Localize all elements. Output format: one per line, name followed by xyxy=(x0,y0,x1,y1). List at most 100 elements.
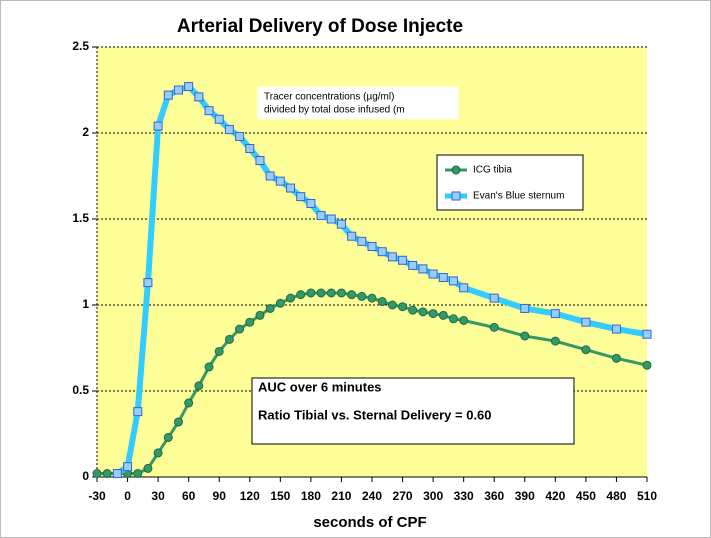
marker xyxy=(184,82,194,92)
marker xyxy=(336,288,346,298)
x-tick-label: 240 xyxy=(362,489,382,503)
marker xyxy=(255,156,265,166)
marker xyxy=(194,381,204,391)
x-tick-label: 150 xyxy=(270,489,290,503)
marker xyxy=(336,219,346,229)
marker xyxy=(316,211,326,221)
marker xyxy=(245,143,255,153)
marker xyxy=(143,278,153,288)
marker xyxy=(581,345,591,355)
y-tick-label: 1.5 xyxy=(72,211,89,225)
marker xyxy=(194,92,204,102)
x-tick-label: 210 xyxy=(331,489,351,503)
marker xyxy=(133,469,143,479)
marker xyxy=(347,290,357,300)
marker xyxy=(428,309,438,319)
legend-marker xyxy=(451,191,461,201)
marker xyxy=(275,298,285,308)
x-tick-label: 270 xyxy=(393,489,413,503)
marker xyxy=(550,336,560,346)
x-tick-label: 480 xyxy=(606,489,626,503)
marker xyxy=(326,214,336,224)
marker xyxy=(326,288,336,298)
marker xyxy=(448,276,458,286)
x-tick-label: 420 xyxy=(545,489,565,503)
marker xyxy=(387,252,397,262)
x-tick-label: 30 xyxy=(151,489,165,503)
marker xyxy=(275,176,285,186)
marker xyxy=(214,114,224,124)
x-tick-label: 510 xyxy=(637,489,657,503)
marker xyxy=(133,407,143,417)
marker xyxy=(347,231,357,241)
marker xyxy=(214,346,224,356)
marker xyxy=(642,360,652,370)
marker xyxy=(398,255,408,265)
marker xyxy=(204,362,214,372)
marker xyxy=(173,417,183,427)
marker xyxy=(204,106,214,116)
x-tick-label: 120 xyxy=(240,489,260,503)
marker xyxy=(112,469,122,479)
marker xyxy=(143,463,153,473)
annotation-text: AUC over 6 minutes xyxy=(258,379,382,394)
marker xyxy=(428,269,438,279)
x-tick-label: 330 xyxy=(454,489,474,503)
marker xyxy=(163,90,173,100)
marker xyxy=(265,303,275,313)
marker xyxy=(408,305,418,315)
marker xyxy=(163,432,173,442)
y-tick-label: 0.5 xyxy=(72,383,89,397)
marker xyxy=(255,310,265,320)
marker xyxy=(153,448,163,458)
marker xyxy=(245,317,255,327)
marker xyxy=(520,303,530,313)
legend xyxy=(436,154,584,211)
x-tick-label: 390 xyxy=(515,489,535,503)
marker xyxy=(306,199,316,209)
marker xyxy=(377,247,387,257)
x-tick-label: 360 xyxy=(484,489,504,503)
x-axis-label: seconds of CPF xyxy=(313,514,426,531)
marker xyxy=(286,293,296,303)
marker xyxy=(459,283,469,293)
annotation-box xyxy=(251,377,575,445)
marker xyxy=(296,290,306,300)
legend-label: ICG tibia xyxy=(473,165,512,176)
annotation-text: Tracer concentrations (µg/ml) xyxy=(264,92,394,103)
marker xyxy=(357,291,367,301)
x-tick-label: 0 xyxy=(124,489,131,503)
marker xyxy=(173,85,183,95)
marker xyxy=(418,307,428,317)
marker xyxy=(102,469,112,479)
marker xyxy=(377,297,387,307)
x-tick-label: 180 xyxy=(301,489,321,503)
marker xyxy=(550,309,560,319)
marker xyxy=(408,260,418,270)
x-tick-label: 450 xyxy=(576,489,596,503)
marker xyxy=(306,288,316,298)
marker xyxy=(459,315,469,325)
annotation-box xyxy=(257,86,459,120)
marker xyxy=(642,329,652,339)
marker xyxy=(224,125,234,135)
marker xyxy=(398,302,408,312)
marker xyxy=(224,334,234,344)
marker xyxy=(235,131,245,141)
annotation-text: divided by total dose infused (m xyxy=(264,105,405,116)
y-tick-label: 1 xyxy=(82,297,89,311)
marker xyxy=(418,264,428,274)
legend-marker xyxy=(451,165,461,175)
y-tick-label: 2 xyxy=(82,125,89,139)
marker xyxy=(235,324,245,334)
marker xyxy=(153,121,163,131)
x-tick-label: -30 xyxy=(88,489,106,503)
marker xyxy=(489,322,499,332)
marker xyxy=(367,293,377,303)
x-tick-label: 300 xyxy=(423,489,443,503)
x-tick-label: 60 xyxy=(182,489,196,503)
marker xyxy=(265,171,275,181)
marker xyxy=(520,331,530,341)
marker xyxy=(387,300,397,310)
marker xyxy=(92,469,102,479)
